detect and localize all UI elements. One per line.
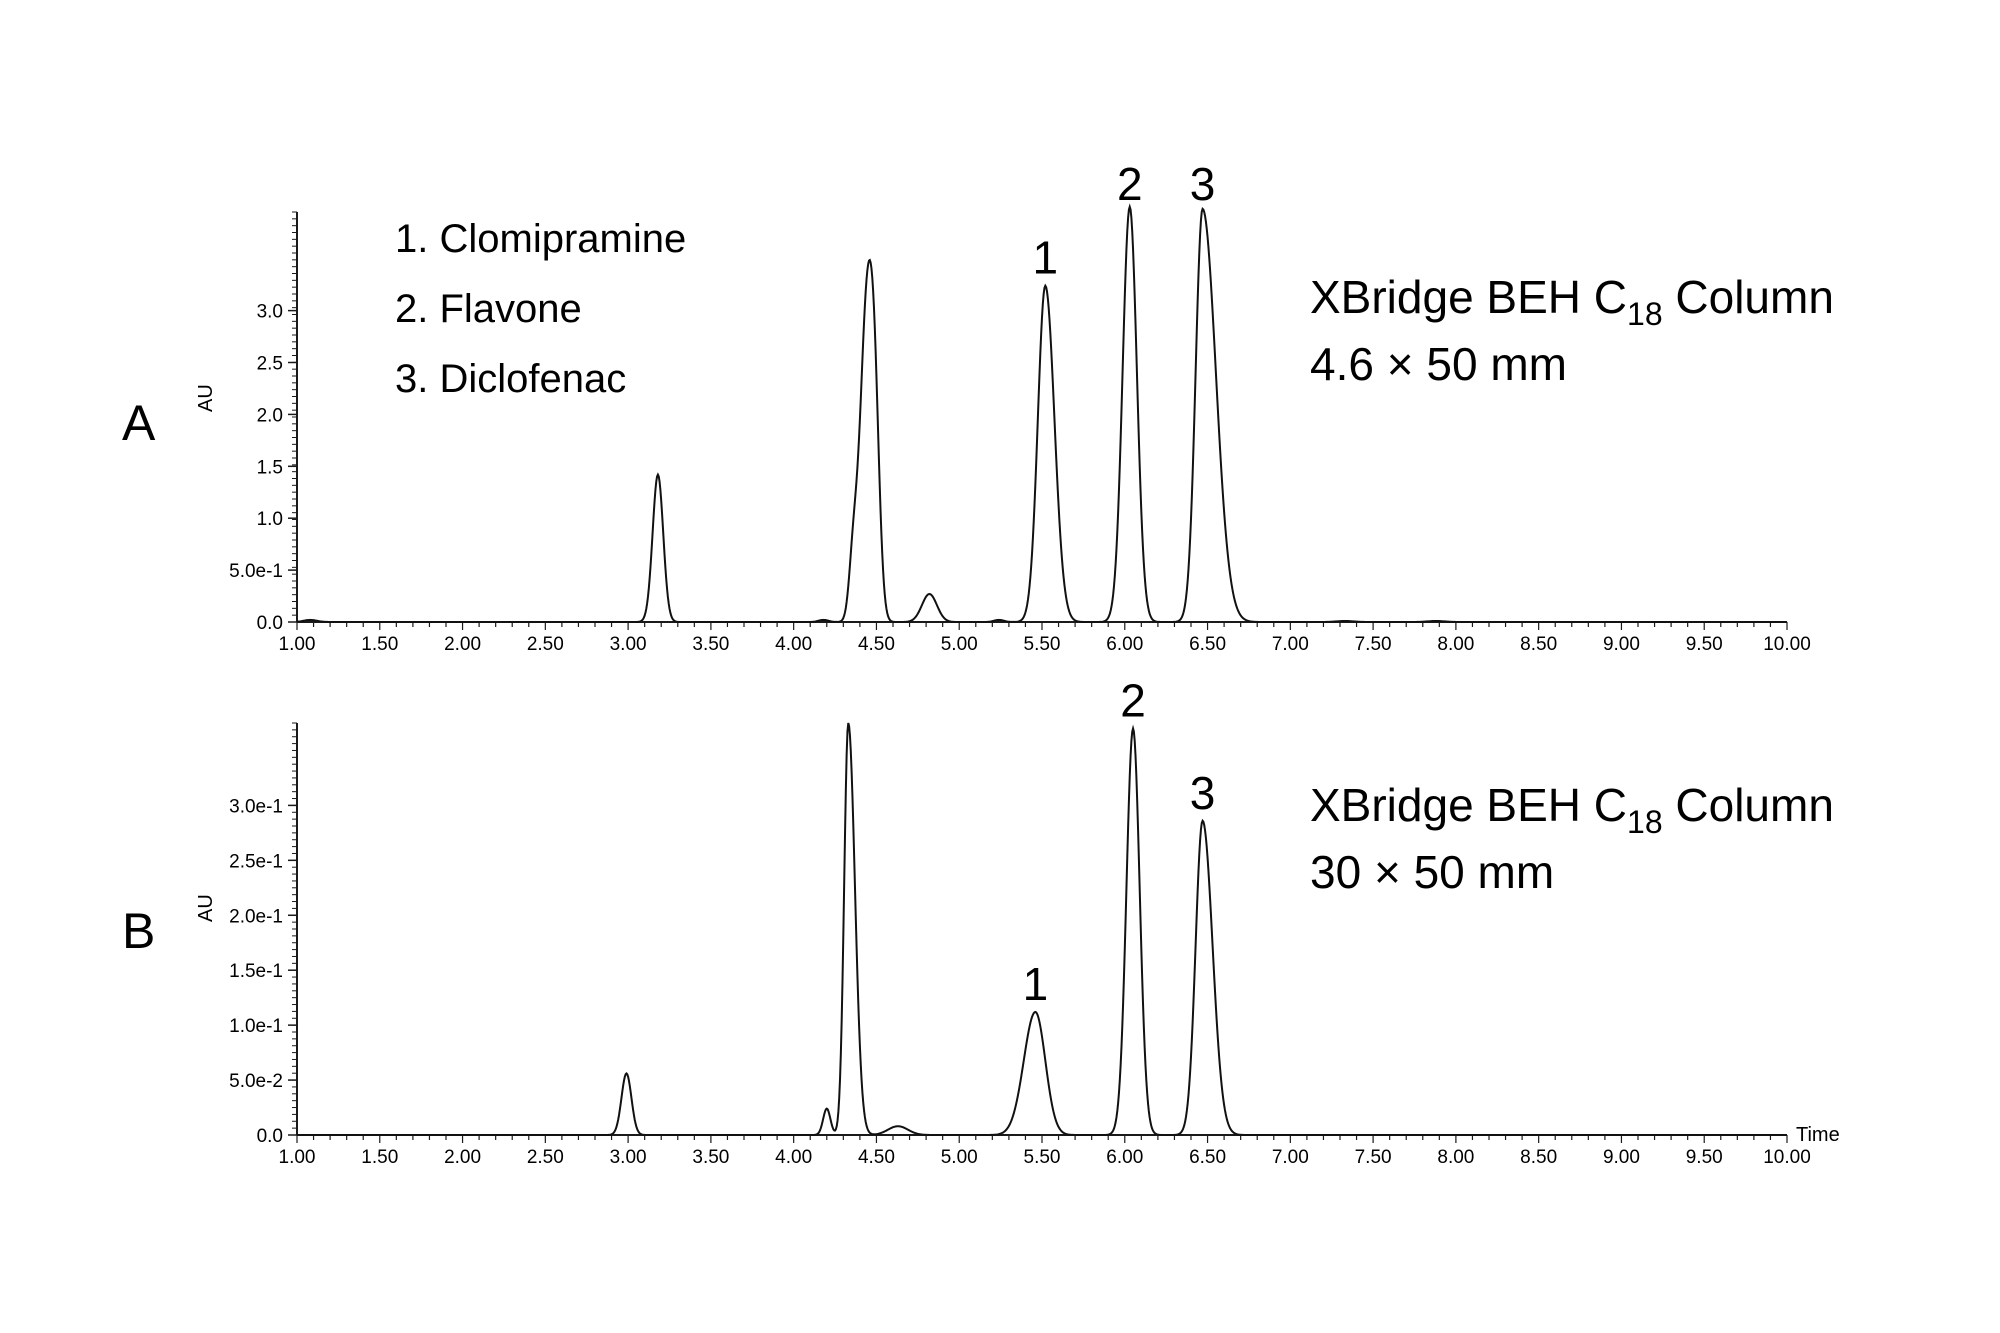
panel-b-label: B: [122, 903, 155, 959]
panel-a-x-tick-label: 4.50: [858, 634, 895, 655]
panel-a-x-tick-label: 9.50: [1686, 634, 1723, 655]
panel-a-column-prefix: XBridge BEH C: [1310, 271, 1627, 323]
panel-b-column-subscript: 18: [1627, 804, 1663, 840]
panel-b-x-tick-label: 5.00: [941, 1147, 978, 1168]
panel-b-y-tick-label: 1.5e-1: [229, 961, 283, 982]
panel-a-column-suffix: Column: [1663, 271, 1834, 323]
legend-item-flavone: 2. Flavone: [395, 287, 582, 331]
panel-b-column-suffix: Column: [1663, 779, 1834, 831]
panel-a-x-tick-label: 2.00: [444, 634, 481, 655]
panel-b-y-tick-label: 1.0e-1: [229, 1016, 283, 1037]
panel-a-y-axis-label: AU: [195, 384, 217, 412]
panel-a-x-tick-label: 3.50: [692, 634, 729, 655]
panel-b-x-tick-label: 1.00: [279, 1147, 316, 1168]
panel-a-x-tick-label: 5.00: [941, 634, 978, 655]
panel-a-x-tick-label: 8.50: [1520, 634, 1557, 655]
panel-b-x-tick-label: 9.50: [1686, 1147, 1723, 1168]
panel-b-y-tick-label: 3.0e-1: [229, 796, 283, 817]
panel-b-x-tick-label: 7.50: [1355, 1147, 1392, 1168]
panel-a-x-tick-label: 1.50: [361, 634, 398, 655]
panel-b-column-dimensions: 30 × 50 mm: [1310, 846, 1554, 898]
panel-b-x-axis-label: Time: [1796, 1124, 1840, 1146]
panel-a-peak-label-3: 3: [1190, 158, 1216, 210]
legend-item-diclofenac: 3. Diclofenac: [395, 357, 626, 401]
panel-b-y-axis-label: AU: [195, 894, 217, 922]
panel-b-y-tick-label: 2.5e-1: [229, 851, 283, 872]
panel-b-x-tick-label: 8.50: [1520, 1147, 1557, 1168]
panel-b-x-tick-label: 3.00: [610, 1147, 647, 1168]
panel-b-x-tick-label: 4.00: [775, 1147, 812, 1168]
panel-a-y-tick-label: 5.0e-1: [229, 561, 283, 582]
panel-a: A XBridge BEH C18 Column 4.6 × 50 mm AU …: [122, 158, 1834, 655]
panel-a-peak-label-2: 2: [1117, 158, 1143, 210]
panel-a-x-tick-label: 6.00: [1106, 634, 1143, 655]
panel-a-x-tick-label: 6.50: [1189, 634, 1226, 655]
legend: 1. Clomipramine 2. Flavone 3. Diclofenac: [395, 217, 686, 401]
panel-a-x-tick-label: 2.50: [527, 634, 564, 655]
panel-a-x-tick-label: 3.00: [610, 634, 647, 655]
panel-a-column-dimensions: 4.6 × 50 mm: [1310, 338, 1567, 390]
panel-a-y-tick-label: 1.5: [257, 457, 283, 478]
panel-a-x-tick-label: 10.00: [1763, 634, 1811, 655]
panel-a-y-tick-label: 0.0: [257, 613, 283, 634]
panel-b-x-tick-label: 2.50: [527, 1147, 564, 1168]
panel-b-x-tick-label: 9.00: [1603, 1147, 1640, 1168]
panel-a-x-tick-label: 7.50: [1355, 634, 1392, 655]
panel-a-y-tick-label: 2.5: [257, 354, 283, 375]
panel-b: B XBridge BEH C18 Column 30 × 50 mm AU T…: [122, 674, 1840, 1168]
panel-a-x-tick-label: 7.00: [1272, 634, 1309, 655]
panel-b-x-tick-label: 2.00: [444, 1147, 481, 1168]
panel-b-column-prefix: XBridge BEH C: [1310, 779, 1627, 831]
panel-b-column-title: XBridge BEH C18 Column: [1310, 779, 1834, 840]
legend-item-clomipramine: 1. Clomipramine: [395, 217, 686, 261]
panel-b-peak-label-2: 2: [1120, 674, 1146, 726]
panel-b-x-tick-label: 7.00: [1272, 1147, 1309, 1168]
panel-b-peak-label-1: 1: [1023, 958, 1049, 1010]
panel-a-y-tick-label: 3.0: [257, 302, 283, 323]
panel-b-x-tick-label: 8.00: [1437, 1147, 1474, 1168]
panel-a-column-subscript: 18: [1627, 296, 1663, 332]
panel-a-x-tick-label: 9.00: [1603, 634, 1640, 655]
panel-a-x-tick-label: 5.50: [1024, 634, 1061, 655]
panel-a-y-tick-label: 1.0: [257, 509, 283, 530]
panel-a-chromatogram-trace: [296, 203, 1787, 623]
panel-b-y-tick-label: 0.0: [257, 1126, 283, 1147]
panel-b-peak-label-3: 3: [1190, 767, 1216, 819]
panel-a-x-tick-label: 4.00: [775, 634, 812, 655]
panel-b-x-tick-label: 1.50: [361, 1147, 398, 1168]
panel-b-x-tick-label: 5.50: [1024, 1147, 1061, 1168]
panel-a-column-title: XBridge BEH C18 Column: [1310, 271, 1834, 332]
panel-b-x-tick-label: 10.00: [1763, 1147, 1811, 1168]
panel-a-x-tick-label: 1.00: [279, 634, 316, 655]
panel-b-x-tick-label: 3.50: [692, 1147, 729, 1168]
panel-b-y-tick-label: 5.0e-2: [229, 1071, 283, 1092]
panel-a-peak-label-1: 1: [1033, 232, 1059, 284]
panel-b-x-tick-label: 4.50: [858, 1147, 895, 1168]
panel-b-x-tick-label: 6.50: [1189, 1147, 1226, 1168]
panel-b-y-tick-label: 2.0e-1: [229, 906, 283, 927]
panel-a-label: A: [122, 395, 156, 451]
panel-b-chromatogram-trace: [297, 722, 1787, 1136]
panel-b-x-tick-label: 6.00: [1106, 1147, 1143, 1168]
panel-a-x-tick-label: 8.00: [1437, 634, 1474, 655]
panel-a-y-tick-label: 2.0: [257, 405, 283, 426]
